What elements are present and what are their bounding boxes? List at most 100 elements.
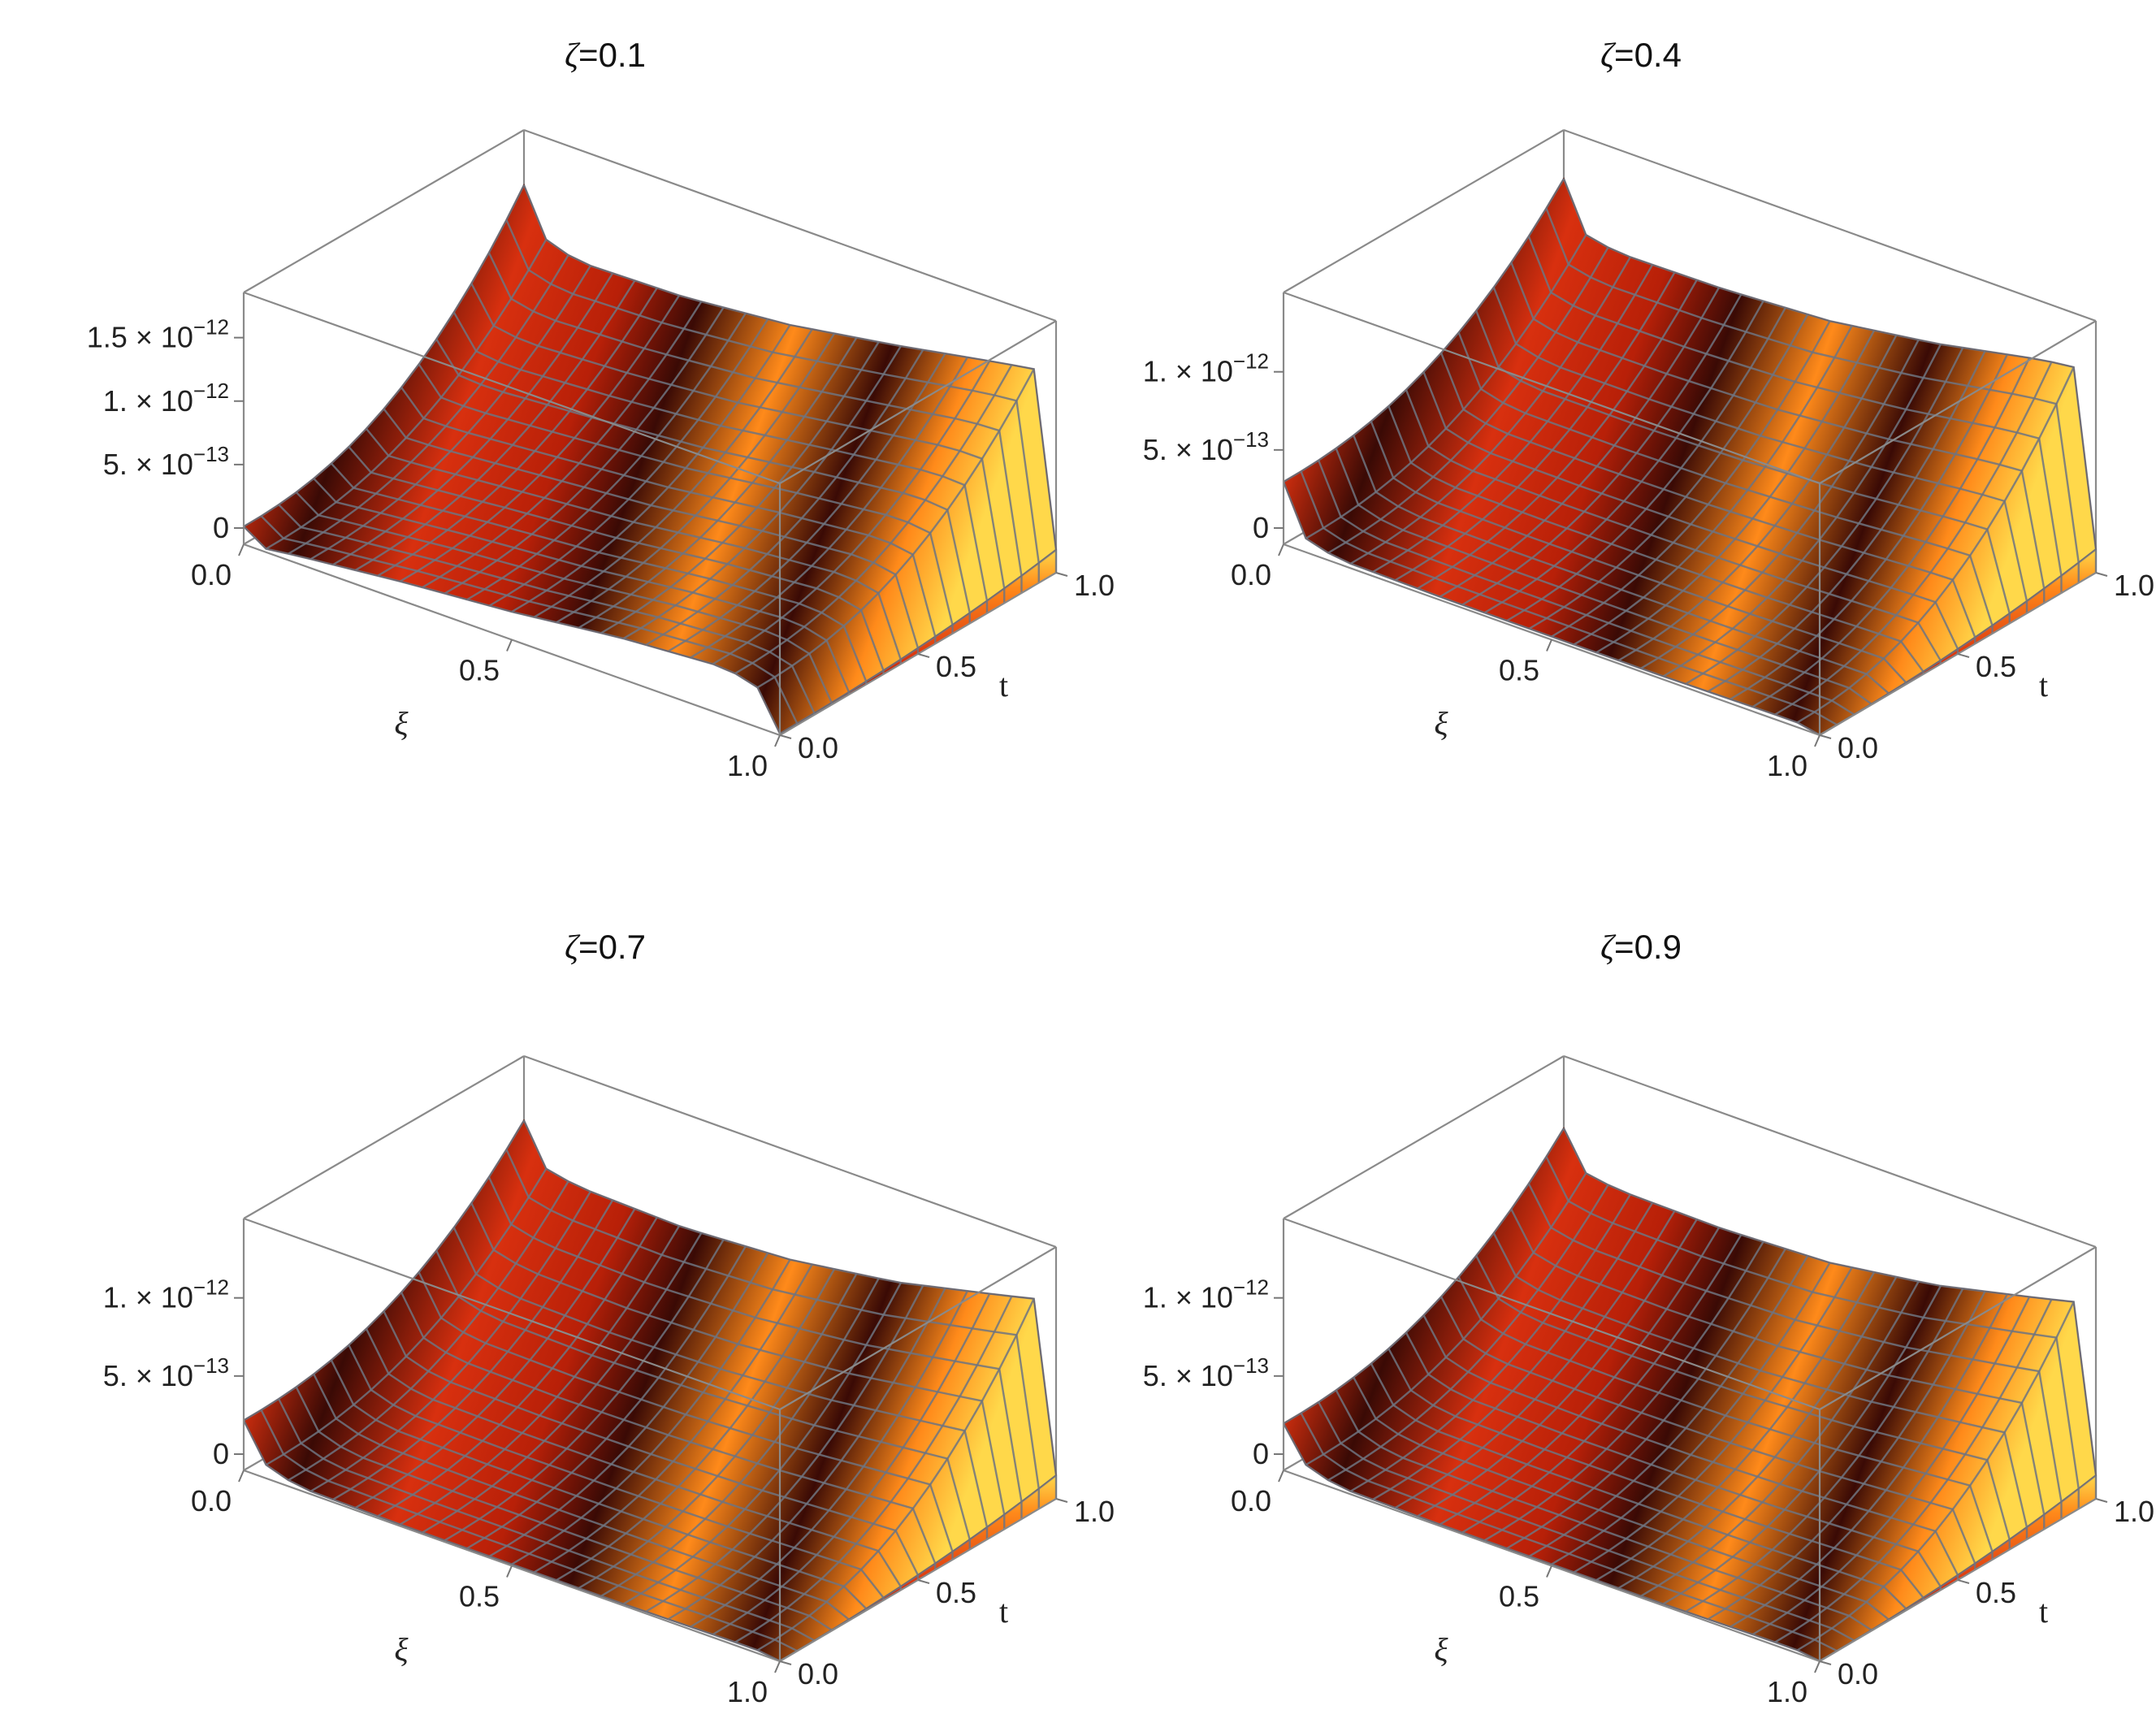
x-tick-label: 1.0 — [727, 1675, 768, 1708]
x-tick-mark — [506, 639, 513, 652]
x-axis-label: ξ — [394, 705, 409, 742]
mesh-line-t — [1439, 353, 1976, 639]
box-edge-front — [1283, 1217, 1820, 1411]
mesh-line-t — [1527, 236, 2063, 576]
x-tick-label: 0.5 — [459, 654, 500, 687]
mesh-line-t — [1405, 1331, 1942, 1587]
mesh-line-t — [1510, 1208, 2046, 1515]
title-value: =0.7 — [578, 928, 646, 966]
z-tick-label: 0 — [213, 1437, 229, 1470]
title-symbol: ζ — [565, 37, 581, 75]
x-tick-mark — [238, 1470, 245, 1483]
mesh-line-t — [435, 338, 971, 613]
x-tick-mark — [238, 543, 245, 556]
mesh-line-t — [400, 387, 937, 637]
mesh-line-t — [242, 1419, 781, 1662]
mesh-line-t — [1388, 1348, 1924, 1599]
box-edge-back — [523, 1054, 1057, 1249]
x-tick-mark — [1546, 1565, 1552, 1578]
y-tick-label: 1.0 — [1074, 1495, 1115, 1528]
y-tick-mark — [1055, 1498, 1068, 1503]
mesh-line-t — [1475, 310, 2011, 614]
x-axis-label: ξ — [1434, 1631, 1448, 1668]
box-edge-back — [523, 128, 1057, 323]
mesh-line-t — [1422, 1314, 1959, 1576]
box-edge-front — [779, 1246, 1057, 1410]
z-tick-label: 5. × 10−13 — [1143, 427, 1269, 466]
mesh-line-t — [295, 1386, 833, 1631]
box-edge-back — [1563, 1054, 2097, 1249]
title-value: =0.1 — [578, 36, 646, 74]
mesh-line-t — [1353, 1376, 1890, 1621]
mesh-line-t — [1510, 262, 2046, 589]
x-tick-mark — [1546, 639, 1552, 652]
box-edge-back — [1283, 129, 1565, 293]
mesh-line-t — [1422, 371, 1959, 650]
box-edge-back — [243, 129, 525, 293]
mesh-line-t — [1405, 389, 1942, 661]
mesh-line-t — [522, 184, 1058, 551]
mesh-line-t — [487, 1176, 1023, 1502]
mesh-line-t — [452, 311, 989, 601]
z-tick-label: 5. × 10−13 — [103, 442, 229, 481]
z-tick-label: 1. × 10−12 — [1143, 349, 1269, 388]
x-tick-mark — [1814, 1660, 1820, 1673]
mesh-line-t — [1475, 1255, 2011, 1540]
mesh-line-t — [505, 219, 1040, 564]
z-tick-label: 1. × 10−12 — [103, 379, 229, 418]
mesh-line-t — [1335, 1389, 1872, 1631]
box-edge-front — [243, 291, 781, 485]
x-axis-label: ξ — [1434, 705, 1448, 742]
z-tick-label: 1. × 10−12 — [103, 1275, 229, 1314]
title-symbol: ζ — [565, 929, 581, 967]
x-tick-label: 0.0 — [1231, 558, 1271, 591]
mesh-line-t — [330, 1359, 868, 1610]
z-tick-label: 1. × 10−12 — [1143, 1275, 1269, 1314]
mesh-line-t — [1282, 1422, 1820, 1662]
x-tick-label: 0.5 — [1499, 1580, 1539, 1613]
mesh-line-t — [1562, 1128, 2098, 1476]
y-tick-mark — [1055, 572, 1068, 577]
y-tick-mark — [1957, 1579, 1970, 1584]
z-tick-label: 1.5 × 10−12 — [87, 315, 229, 354]
mesh-line-t — [1353, 435, 1890, 695]
mesh-line-t — [487, 252, 1023, 576]
title-symbol: ζ — [1600, 929, 1617, 967]
x-tick-label: 1.0 — [727, 749, 768, 782]
panel-2: ζ=0.4 0.0 0.5 1.0 ξ 0.0 0.5 1.0 t 0 5. × 10−13 1. ×… — [1143, 36, 2154, 782]
x-tick-label: 1.0 — [1767, 1675, 1807, 1708]
y-tick-label: 0.0 — [798, 731, 838, 764]
z-tick-label: 5. × 10−13 — [1143, 1353, 1269, 1392]
mesh-line-t — [1370, 421, 1907, 684]
mesh-line-t — [1492, 287, 2028, 602]
mesh-line-t — [1335, 448, 1872, 705]
mesh-line-t — [435, 1249, 971, 1540]
mesh-line-t — [366, 427, 902, 660]
x-tick-mark — [1278, 543, 1284, 556]
y-tick-mark — [1957, 653, 1970, 658]
panel-title: ζ=0.4 — [1600, 36, 1682, 75]
y-tick-label: 1.0 — [1074, 569, 1115, 602]
x-tick-label: 1.0 — [1767, 749, 1807, 782]
mesh-line-t — [418, 363, 954, 626]
y-tick-label: 1.0 — [2114, 569, 2154, 602]
box-edge-back — [1563, 128, 2097, 323]
mesh-line-t — [505, 1149, 1040, 1489]
mesh-line-t — [1457, 1276, 1994, 1552]
mesh-line-t — [1318, 1401, 1855, 1642]
panel-title: ζ=0.1 — [565, 36, 646, 75]
y-tick-mark — [917, 653, 930, 658]
mesh-line-t — [383, 1310, 920, 1576]
mesh-line-t — [1282, 481, 1820, 736]
mesh-line-t — [260, 515, 799, 725]
mesh-line-t — [243, 526, 781, 734]
mesh-line-t — [452, 1227, 989, 1528]
box-edge-front — [1283, 291, 1820, 485]
mesh-line-t — [348, 1344, 885, 1599]
title-value: =0.4 — [1614, 36, 1682, 74]
x-tick-label: 0.5 — [1499, 654, 1539, 687]
mesh-line-t — [260, 1409, 798, 1652]
x-tick-mark — [506, 1565, 513, 1578]
x-tick-mark — [1814, 734, 1820, 747]
